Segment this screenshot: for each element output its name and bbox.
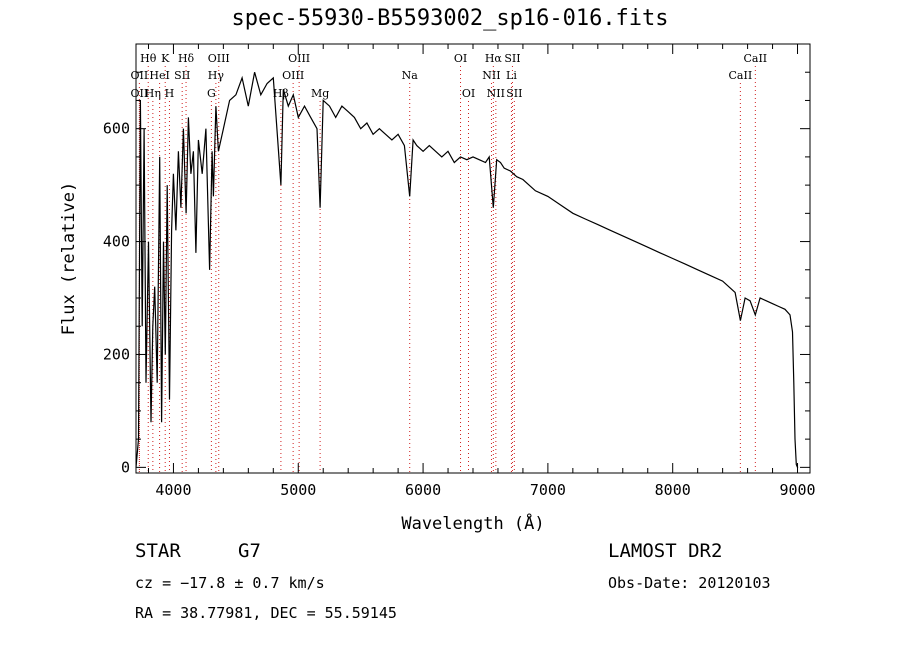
line-label: H [165, 87, 175, 100]
x-tick-label: 4000 [155, 481, 191, 499]
line-label: SII [504, 52, 520, 65]
line-label: Hγ [208, 69, 225, 82]
line-label: OIII [282, 69, 304, 82]
line-label: NII [487, 87, 505, 100]
x-axis-label: Wavelength (Å) [401, 512, 544, 534]
line-label: Li [506, 69, 517, 82]
axis-ticks: 4000 5000 6000 7000 8000 9000 0 200 400 600 [103, 43, 816, 499]
line-label: CaII [729, 69, 753, 82]
observation-date: Obs-Date: 20120103 [608, 574, 771, 592]
line-label: OIII [288, 52, 310, 65]
line-label: OI [454, 52, 467, 65]
line-label: Mg [311, 87, 329, 100]
y-tick-label: 200 [103, 345, 130, 363]
x-tick-label: 5000 [280, 481, 316, 499]
object-subclass: G7 [238, 540, 261, 562]
y-axis-label: Flux (relative) [59, 182, 79, 336]
line-label: Hα [485, 52, 503, 65]
x-tick-label: 8000 [655, 481, 691, 499]
plot-frame [135, 43, 811, 474]
line-label: G [207, 87, 216, 100]
coordinates-text: RA = 38.77981, DEC = 55.59145 [135, 604, 397, 622]
line-label: K [161, 52, 170, 65]
line-label: Hβ [273, 87, 289, 100]
line-label: OIII [208, 52, 230, 65]
line-label: OII [131, 69, 149, 82]
y-tick-label: 0 [121, 458, 130, 476]
spectrum-line [135, 72, 799, 468]
x-tick-label: 9000 [779, 481, 815, 499]
survey-name: LAMOST DR2 [608, 540, 723, 562]
chart-title: spec-55930-B5593002_sp16-016.fits [231, 6, 669, 31]
line-label: CaII [743, 52, 767, 65]
y-tick-label: 400 [103, 233, 130, 251]
line-label: Hθ [140, 52, 157, 65]
line-label: HeI [149, 69, 169, 82]
x-tick-label: 7000 [530, 481, 566, 499]
y-tick-label: 600 [103, 120, 130, 138]
line-label: SII [506, 87, 522, 100]
line-label: SII [174, 69, 190, 82]
line-label: OII [131, 87, 149, 100]
object-class: STAR [135, 540, 181, 562]
line-label: Hδ [178, 52, 195, 65]
x-tick-label: 6000 [405, 481, 441, 499]
line-label: Hη [145, 87, 161, 100]
line-label: Na [402, 69, 419, 82]
redshift-text: cz = −17.8 ± 0.7 km/s [135, 574, 325, 592]
line-label: NII [482, 69, 500, 82]
line-label: OI [462, 87, 475, 100]
